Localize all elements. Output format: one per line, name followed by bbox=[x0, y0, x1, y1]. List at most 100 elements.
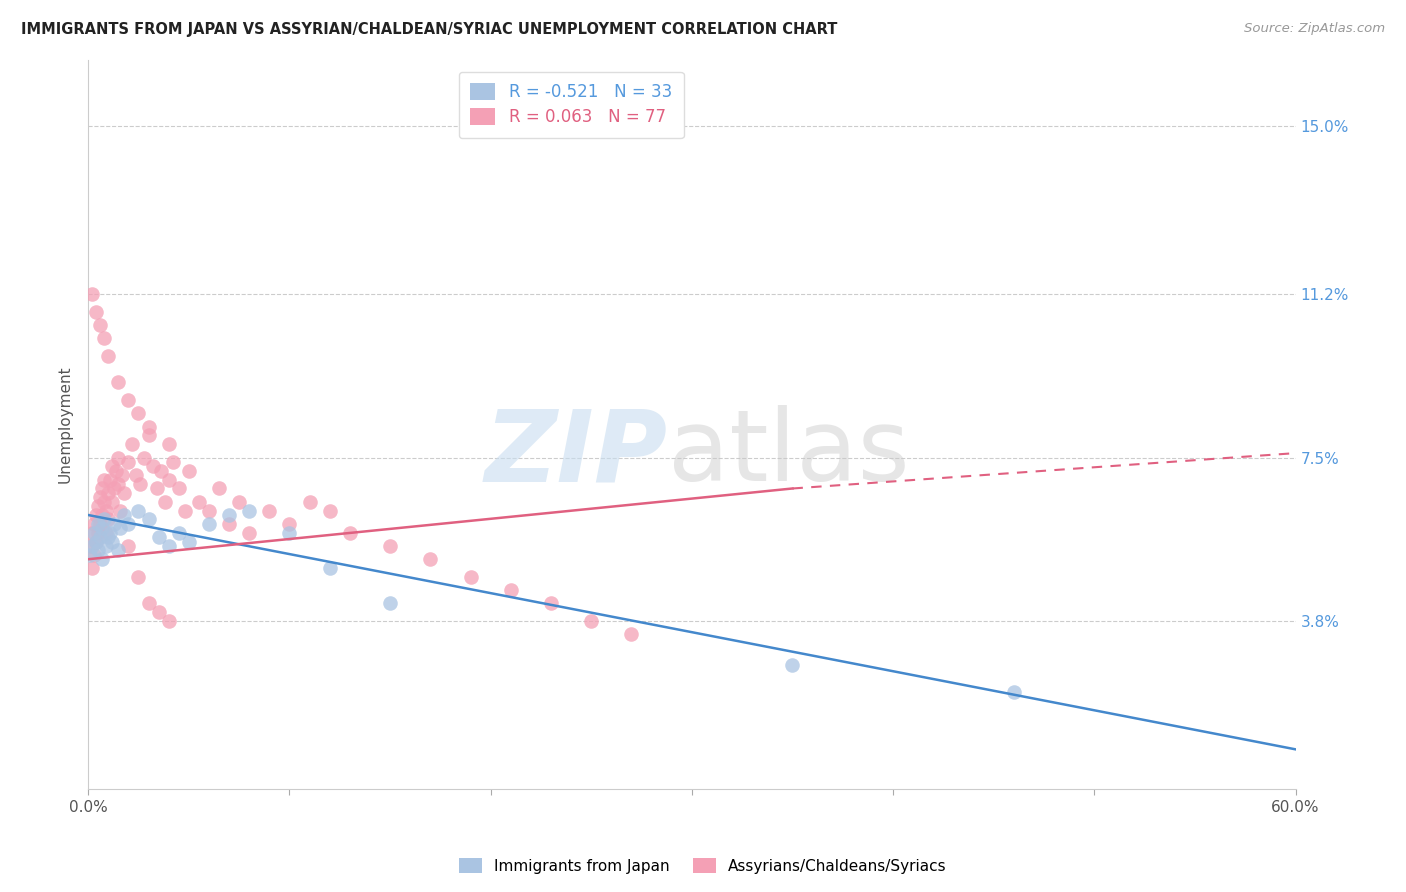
Point bbox=[93, 331, 115, 345]
Point bbox=[378, 539, 401, 553]
Point bbox=[93, 473, 115, 487]
Point bbox=[339, 525, 361, 540]
Point bbox=[107, 477, 129, 491]
Point bbox=[238, 503, 260, 517]
Point bbox=[157, 437, 180, 451]
Point bbox=[318, 503, 340, 517]
Point bbox=[278, 516, 301, 531]
Point bbox=[98, 473, 121, 487]
Point bbox=[79, 539, 101, 553]
Legend: R = -0.521   N = 33, R = 0.063   N = 77: R = -0.521 N = 33, R = 0.063 N = 77 bbox=[458, 71, 683, 138]
Point bbox=[141, 459, 163, 474]
Point bbox=[167, 525, 190, 540]
Point bbox=[167, 482, 190, 496]
Point bbox=[79, 548, 101, 562]
Point bbox=[87, 543, 110, 558]
Point bbox=[89, 530, 111, 544]
Point bbox=[127, 503, 149, 517]
Point bbox=[198, 503, 221, 517]
Point bbox=[419, 552, 441, 566]
Text: Source: ZipAtlas.com: Source: ZipAtlas.com bbox=[1244, 22, 1385, 36]
Point bbox=[89, 491, 111, 505]
Point bbox=[101, 459, 124, 474]
Point bbox=[228, 494, 250, 508]
Point bbox=[162, 455, 184, 469]
Point bbox=[620, 627, 643, 641]
Point bbox=[148, 605, 170, 619]
Point bbox=[82, 561, 104, 575]
Point bbox=[97, 512, 120, 526]
Point bbox=[208, 482, 231, 496]
Point bbox=[93, 512, 115, 526]
Point bbox=[110, 521, 132, 535]
Point bbox=[157, 539, 180, 553]
Point bbox=[87, 499, 110, 513]
Point bbox=[84, 508, 107, 522]
Legend: Immigrants from Japan, Assyrians/Chaldeans/Syriacs: Immigrants from Japan, Assyrians/Chaldea… bbox=[453, 852, 953, 880]
Point bbox=[96, 539, 118, 553]
Point bbox=[318, 561, 340, 575]
Point bbox=[101, 534, 124, 549]
Point bbox=[138, 419, 160, 434]
Point bbox=[117, 455, 139, 469]
Point bbox=[149, 464, 172, 478]
Point bbox=[1002, 685, 1025, 699]
Point bbox=[103, 482, 125, 496]
Point bbox=[138, 428, 160, 442]
Point bbox=[87, 516, 110, 531]
Point bbox=[125, 468, 148, 483]
Point bbox=[97, 349, 120, 363]
Point bbox=[278, 525, 301, 540]
Point bbox=[107, 543, 129, 558]
Point bbox=[97, 486, 120, 500]
Point bbox=[91, 552, 114, 566]
Point bbox=[93, 494, 115, 508]
Point bbox=[117, 539, 139, 553]
Point bbox=[97, 530, 120, 544]
Point bbox=[89, 318, 111, 332]
Point bbox=[89, 516, 111, 531]
Point bbox=[83, 516, 105, 531]
Point bbox=[83, 548, 105, 562]
Point bbox=[129, 477, 152, 491]
Point bbox=[134, 450, 156, 465]
Y-axis label: Unemployment: Unemployment bbox=[58, 366, 72, 483]
Point bbox=[148, 530, 170, 544]
Point bbox=[173, 503, 195, 517]
Point bbox=[187, 494, 209, 508]
Point bbox=[218, 508, 240, 522]
Point bbox=[84, 534, 107, 549]
Point bbox=[138, 512, 160, 526]
Point bbox=[238, 525, 260, 540]
Point bbox=[96, 525, 118, 540]
Point bbox=[117, 516, 139, 531]
Point bbox=[121, 437, 143, 451]
Point bbox=[499, 583, 522, 598]
Point bbox=[91, 508, 114, 522]
Point bbox=[82, 287, 104, 301]
Point bbox=[101, 494, 124, 508]
Point bbox=[540, 597, 562, 611]
Point bbox=[110, 503, 132, 517]
Point bbox=[98, 525, 121, 540]
Point bbox=[83, 525, 105, 540]
Point bbox=[138, 597, 160, 611]
Point bbox=[107, 376, 129, 390]
Point bbox=[117, 392, 139, 407]
Point bbox=[177, 464, 200, 478]
Point bbox=[84, 304, 107, 318]
Point bbox=[105, 464, 128, 478]
Point bbox=[177, 534, 200, 549]
Point bbox=[460, 570, 482, 584]
Point bbox=[96, 503, 118, 517]
Point bbox=[782, 658, 804, 673]
Point bbox=[82, 525, 104, 540]
Point bbox=[82, 539, 104, 553]
Point bbox=[145, 482, 167, 496]
Point bbox=[218, 516, 240, 531]
Point bbox=[157, 614, 180, 628]
Point bbox=[153, 494, 176, 508]
Point bbox=[91, 521, 114, 535]
Text: atlas: atlas bbox=[668, 405, 910, 502]
Point bbox=[581, 614, 603, 628]
